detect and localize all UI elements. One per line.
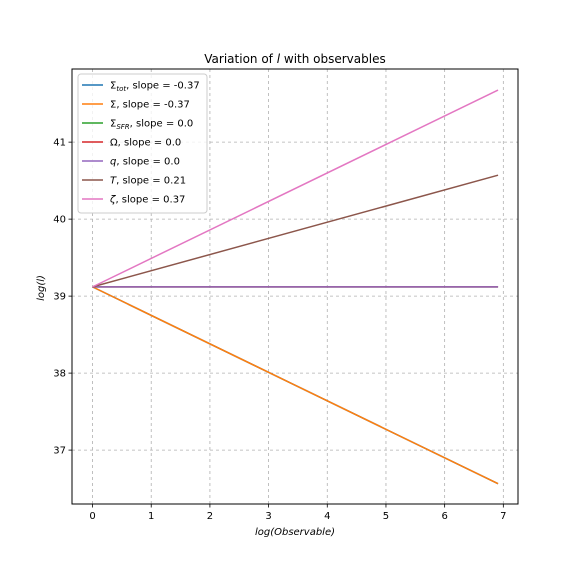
x-tick-label: 2 [207, 511, 213, 522]
legend-label: Σtot, slope = -0.37 [110, 81, 200, 94]
legend: Σtot, slope = -0.37 Σ, slope = -0.37 ΣSFR,… [77, 73, 208, 214]
y-tick-label: 40 [53, 215, 66, 226]
series-lines [92, 89, 499, 485]
legend-label: T, slope = 0.21 [110, 176, 186, 187]
x-tick-label: 0 [89, 511, 95, 522]
x-axis-label: log(Observable) [255, 527, 335, 538]
y-tick-label: 41 [53, 138, 66, 149]
y-tick-label: 38 [53, 369, 66, 380]
x-tick-label: 5 [383, 511, 389, 522]
plot-frame [71, 68, 519, 505]
y-tick-label: 37 [53, 446, 66, 457]
legend-label: ΣSFR, slope = 0.0 [110, 119, 193, 132]
y-axis-label: log(l) [36, 275, 47, 301]
legend-label: ζ, slope = 0.37 [109, 195, 185, 206]
legend-label: Σ, slope = -0.37 [110, 100, 190, 111]
x-tick-label: 4 [324, 511, 330, 522]
series-line-7 [92, 89, 499, 288]
axis-ticks: 0 1 2 3 4 5 6 7 37 38 39 40 41 [53, 138, 506, 522]
legend-box [77, 73, 208, 214]
series-line-2 [92, 286, 499, 485]
legend-label: Ω, slope = 0.0 [110, 138, 181, 149]
x-tick-label: 3 [265, 511, 271, 522]
x-tick-label: 7 [500, 511, 506, 522]
y-tick-label: 39 [53, 292, 66, 303]
x-tick-label: 6 [441, 511, 447, 522]
series-line-6 [92, 174, 499, 288]
x-tick-label: 1 [148, 511, 154, 522]
chart-title: Variation of l with observables [204, 52, 385, 66]
legend-label: q, slope = 0.0 [110, 157, 180, 168]
